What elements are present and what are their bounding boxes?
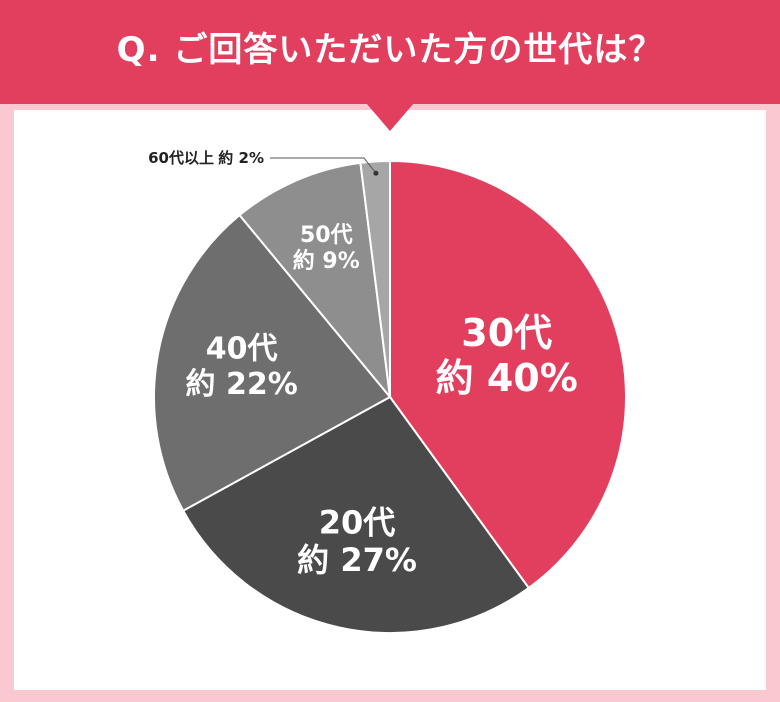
slice-value-label: 約 27% bbox=[297, 541, 417, 579]
slice-value-label: 約 22% bbox=[186, 367, 298, 402]
slice-category-label: 20代 bbox=[319, 503, 396, 541]
callout-value-label: 約 2% bbox=[218, 149, 264, 167]
header-pointer bbox=[366, 103, 414, 131]
header-banner: Q. ご回答いただいた方の世代は？ bbox=[0, 0, 780, 104]
slice-value-label: 約 9% bbox=[293, 248, 360, 274]
pie-slice-30-age bbox=[389, 159, 627, 590]
callout-category-label: 60代以上 bbox=[148, 149, 214, 167]
pie-slice-50-age bbox=[238, 161, 392, 401]
slice-value-label: 約 40% bbox=[436, 356, 578, 400]
callout-leader-line bbox=[270, 157, 377, 174]
slice-category-label: 30代 bbox=[461, 311, 552, 355]
slice-category-label: 50代 bbox=[300, 223, 353, 248]
callout-dot bbox=[373, 170, 379, 176]
pie-slice-60-age bbox=[359, 159, 391, 398]
question-title: Q. ご回答いただいた方の世代は？ bbox=[116, 30, 664, 70]
pie-chart: 30代約 40% 20代約 27% 40代約 22% 50代約 9% 60代以上約 2% bbox=[148, 149, 627, 634]
slice-category-label: 40代 bbox=[206, 331, 278, 366]
chart-panel: 30代約 40% 20代約 27% 40代約 22% 50代約 9% 60代以上約 2% bbox=[14, 110, 766, 690]
pie-slice-20-age bbox=[181, 395, 531, 634]
pie-slice-40-age bbox=[153, 213, 392, 513]
